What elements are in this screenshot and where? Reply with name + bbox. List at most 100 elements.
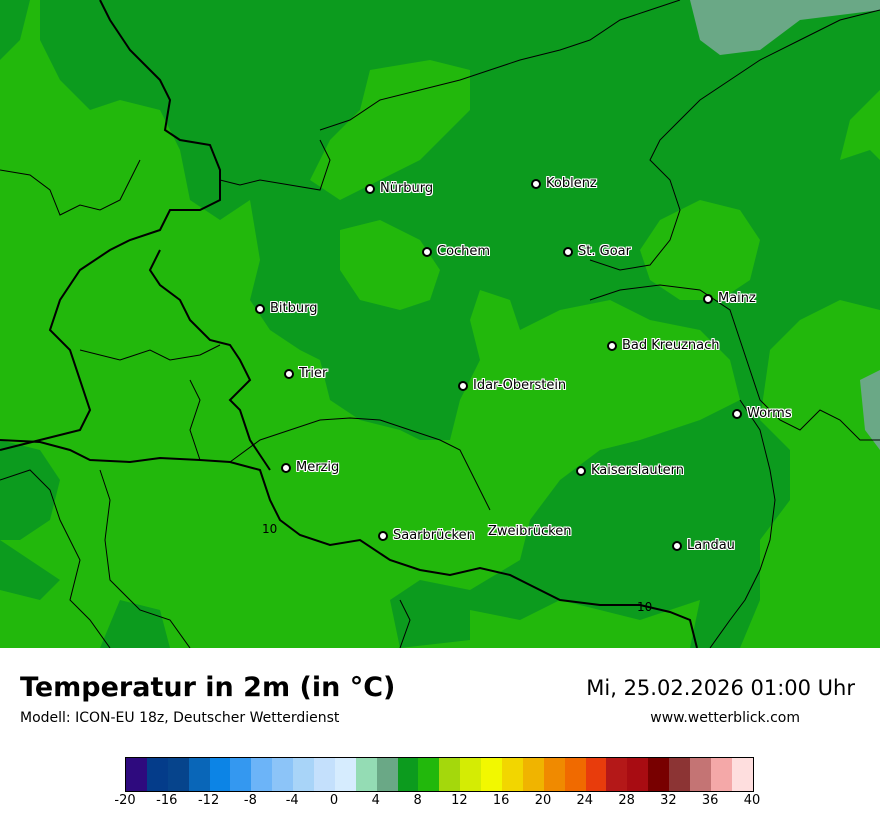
website-link[interactable]: www.wetterblick.com	[650, 710, 800, 726]
color-swatch	[376, 758, 398, 791]
city-marker[interactable]: Bad Kreuznach	[607, 338, 720, 353]
city-marker[interactable]: Trier	[284, 366, 327, 381]
district-border-1	[0, 159, 141, 216]
color-swatch	[397, 758, 419, 791]
color-swatch	[522, 758, 544, 791]
color-swatch	[230, 758, 252, 791]
city-marker[interactable]: Worms	[732, 406, 792, 421]
district-border-2	[319, 0, 681, 131]
city-label: Landau	[687, 538, 735, 553]
isoline-label: 10	[262, 522, 278, 536]
city-dot-icon	[284, 368, 294, 379]
model-info: Modell: ICON-EU 18z, Deutscher Wetterdie…	[20, 710, 340, 726]
color-swatch	[272, 758, 294, 791]
district-border-5	[229, 417, 491, 511]
scale-tick-label: -20	[114, 793, 136, 808]
color-swatch	[209, 758, 231, 791]
state-border-saarland	[148, 249, 271, 471]
city-marker[interactable]: Nürburg	[365, 181, 433, 196]
temperature-map: Nürburg Koblenz Cochem St. Goar Mainz Bi…	[0, 0, 880, 648]
city-dot-icon	[576, 465, 586, 476]
color-swatch	[167, 758, 189, 791]
scale-tick-label: 24	[576, 793, 594, 808]
state-border-south	[0, 439, 698, 648]
scale-tick-label: 16	[492, 793, 510, 808]
color-scale-ticks: -20 -16 -12 -8 -4 0 4 8 12 16 20 24 28 32 36 40	[0, 793, 880, 813]
city-dot-icon	[732, 408, 742, 419]
dark-green-west	[0, 440, 60, 540]
city-marker[interactable]: Landau	[672, 538, 735, 553]
color-swatch	[606, 758, 628, 791]
color-swatch	[146, 758, 168, 791]
light-green-patch-mid	[340, 220, 440, 310]
city-dot-icon	[378, 530, 388, 541]
district-border-3	[589, 9, 880, 271]
city-marker[interactable]: Merzig	[281, 460, 339, 475]
scale-tick-label: -12	[197, 793, 220, 808]
scale-tick-label: 40	[743, 793, 761, 808]
city-marker[interactable]: St. Goar	[563, 244, 631, 259]
city-dot-icon	[458, 380, 468, 391]
district-border-4	[589, 284, 880, 441]
color-swatch	[690, 758, 711, 791]
scale-tick-label: -8	[243, 793, 257, 808]
district-border-6	[0, 469, 111, 648]
grey-green-northeast	[690, 0, 880, 55]
color-swatch	[188, 758, 210, 791]
city-label: St. Goar	[578, 244, 631, 259]
city-dot-icon	[531, 178, 541, 189]
scale-tick-label: 20	[534, 793, 552, 808]
color-swatch	[251, 758, 273, 791]
city-dot-icon	[703, 293, 713, 304]
color-swatch	[731, 758, 753, 791]
color-swatch	[481, 758, 503, 791]
city-label: Nürburg	[380, 181, 434, 196]
map-title: Temperatur in 2m (in °C)	[20, 672, 396, 703]
color-swatch	[627, 758, 649, 791]
map-footer: Temperatur in 2m (in °C) Modell: ICON-EU…	[0, 648, 880, 830]
scale-tick-label: -4	[285, 793, 299, 808]
district-border-11	[189, 379, 201, 461]
light-green-patch-east	[640, 200, 760, 300]
city-marker[interactable]: Koblenz	[531, 176, 597, 191]
city-label: Trier	[299, 366, 328, 381]
map-field	[0, 0, 880, 648]
color-swatch	[669, 758, 691, 791]
city-marker[interactable]: Kaiserslautern	[576, 463, 684, 478]
grey-green-east	[860, 370, 880, 450]
light-green-patch-center	[310, 60, 470, 200]
color-swatch	[418, 758, 440, 791]
city-label: Bad Kreuznach	[622, 338, 720, 353]
city-label: Mainz	[718, 291, 756, 306]
city-marker[interactable]: Idar-Oberstein	[458, 378, 566, 393]
scale-tick-label: 12	[451, 793, 468, 808]
dark-green-southwest	[0, 540, 60, 600]
color-swatch	[585, 758, 607, 791]
isoline-label: 10	[637, 600, 653, 614]
color-swatch	[710, 758, 732, 791]
city-label-only[interactable]: Zweibrücken	[488, 524, 571, 539]
district-border-10	[79, 344, 221, 361]
color-swatch	[334, 758, 356, 791]
color-swatch	[293, 758, 315, 791]
color-swatch	[502, 758, 523, 791]
scale-tick-label: 8	[413, 793, 422, 808]
city-marker[interactable]: Bitburg	[255, 301, 318, 316]
city-dot-icon	[255, 303, 265, 314]
city-marker[interactable]: Saarbrücken	[378, 528, 475, 543]
color-swatch	[439, 758, 461, 791]
city-label: Merzig	[296, 460, 340, 475]
district-border-9	[709, 399, 776, 648]
color-swatch	[314, 758, 335, 791]
scale-tick-label: 28	[618, 793, 635, 808]
color-swatch	[564, 758, 586, 791]
city-dot-icon	[607, 340, 617, 351]
city-dot-icon	[281, 462, 291, 473]
city-dot-icon	[563, 246, 573, 257]
city-label: Kaiserslautern	[591, 463, 685, 478]
district-border-12	[219, 139, 331, 191]
dark-green-northwest	[0, 0, 30, 60]
color-swatch	[126, 758, 147, 791]
city-marker[interactable]: Mainz	[703, 291, 756, 306]
city-marker[interactable]: Cochem	[422, 244, 490, 259]
